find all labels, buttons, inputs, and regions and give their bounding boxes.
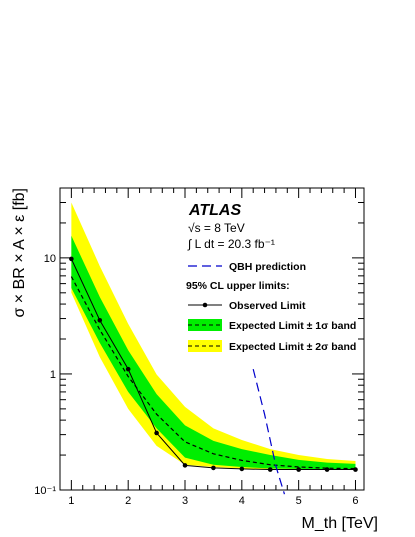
observed-point (324, 467, 330, 472)
bands-layer (71, 202, 356, 470)
x-tick-label: 3 (182, 495, 188, 507)
x-tick-label: 6 (352, 495, 358, 507)
expected-limit-line (70, 276, 356, 470)
y-tick-label: 10⁻¹ (34, 485, 56, 497)
y-tick-label: 10 (44, 253, 56, 265)
observed-point (69, 256, 74, 262)
observed-point (182, 463, 188, 468)
legend-observed-label: Observed Limit (229, 300, 306, 312)
observed-point (239, 466, 245, 472)
y-axis-title: σ × BR × A × ε [fb] (11, 188, 28, 318)
legend: QBH prediction 95% CL upper limits: Obse… (186, 261, 356, 353)
legend-heading: 95% CL upper limits: (186, 280, 290, 292)
axis-ticks: 1 2 3 4 5 6 10⁻¹ 1 10 (34, 187, 364, 507)
observed-point (125, 366, 131, 372)
observed-point (353, 467, 358, 472)
x-tick-label: 2 (125, 495, 131, 507)
band-1sigma (71, 235, 356, 470)
observed-point (267, 467, 273, 472)
lines-layer (69, 256, 358, 495)
x-axis-title: M_th [TeV] (302, 515, 378, 532)
experiment-label: ATLAS (188, 202, 241, 219)
observed-point (296, 467, 301, 472)
y-tick-label: 1 (50, 369, 56, 381)
observed-point (211, 465, 216, 471)
x-tick-label: 4 (239, 495, 245, 507)
observed-point (154, 430, 159, 436)
legend-2sigma-label: Expected Limit ± 2σ band (229, 341, 356, 353)
observed-point (97, 317, 103, 323)
x-tick-label: 5 (296, 495, 302, 507)
x-tick-label: 1 (68, 495, 74, 507)
energy-label: √s = 8 TeV (188, 221, 245, 235)
legend-observed-swatch-marker (202, 302, 208, 308)
legend-qbh-label: QBH prediction (229, 261, 306, 273)
legend-1sigma-label: Expected Limit ± 1σ band (229, 320, 356, 332)
qbh-prediction-line (252, 368, 286, 495)
lumi-label: ∫ L dt = 20.3 fb⁻¹ (187, 237, 275, 251)
